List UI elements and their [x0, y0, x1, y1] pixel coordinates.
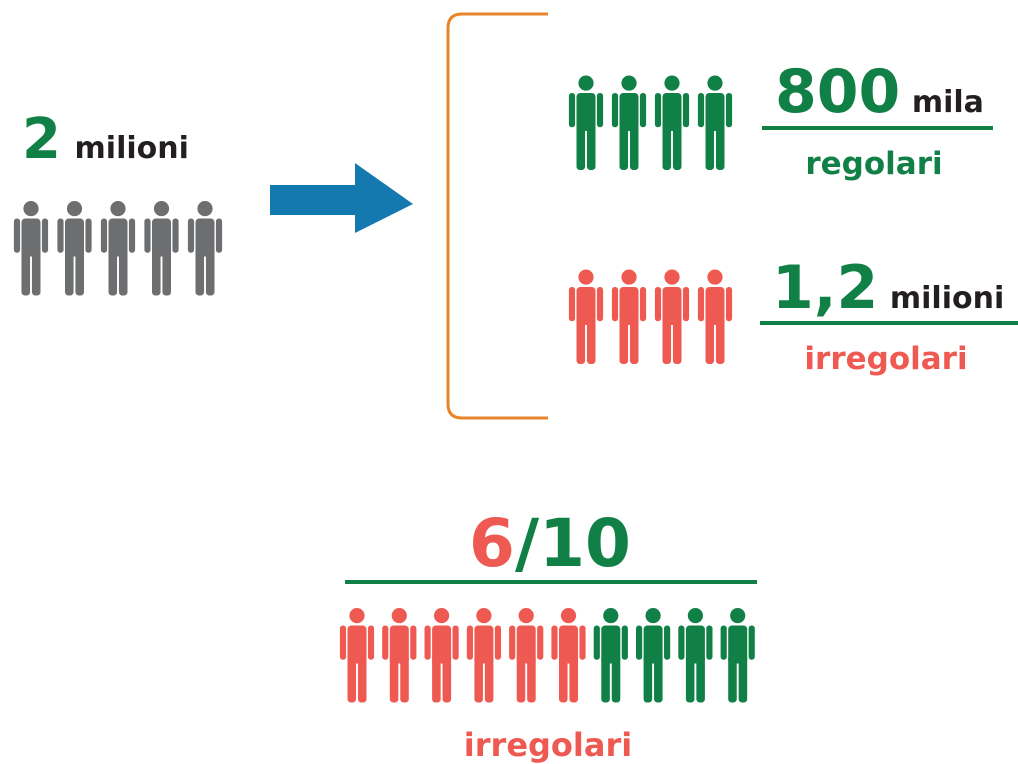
person-icon [678, 607, 713, 703]
group-caption: regolari [805, 146, 942, 182]
ratio-denominator: /10 [515, 505, 631, 582]
person-icon [382, 607, 417, 703]
person-icon [187, 200, 223, 296]
group-value: 800 [775, 57, 900, 127]
person-icon [13, 200, 49, 296]
person-icon [144, 200, 179, 296]
total-value: 2 [22, 107, 61, 172]
person-icon [568, 269, 604, 364]
person-icon [509, 607, 544, 703]
person-icon [57, 200, 92, 296]
ratio-caption: irregolari [464, 726, 632, 764]
person-icon [697, 269, 733, 364]
person-icon [424, 607, 459, 703]
group-unit: mila [912, 85, 984, 120]
person-icon [466, 607, 501, 703]
person-icon [100, 200, 136, 296]
person-icon [551, 607, 586, 703]
person-icon [636, 607, 671, 703]
ratio-label: 6/10 [469, 505, 631, 582]
person-icon [654, 269, 690, 364]
person-icon [339, 607, 375, 703]
person-icon [568, 75, 604, 170]
bracket [446, 12, 548, 420]
arrow [270, 163, 413, 233]
person-icon [593, 607, 628, 703]
person-icon [611, 75, 647, 170]
person-icon [720, 607, 755, 703]
total-unit: milioni [75, 131, 189, 166]
person-icon [697, 75, 733, 170]
group-1-label: 1,2 milioni [772, 253, 1004, 323]
person-icon [611, 269, 647, 364]
ratio-numerator: 6 [469, 505, 515, 582]
group-unit: milioni [890, 281, 1004, 316]
group-value: 1,2 [772, 253, 878, 323]
person-icon [654, 75, 690, 170]
group-caption: irregolari [804, 341, 967, 377]
group-0-label: 800 mila [775, 57, 984, 127]
total-label: 2 milioni [22, 107, 189, 172]
